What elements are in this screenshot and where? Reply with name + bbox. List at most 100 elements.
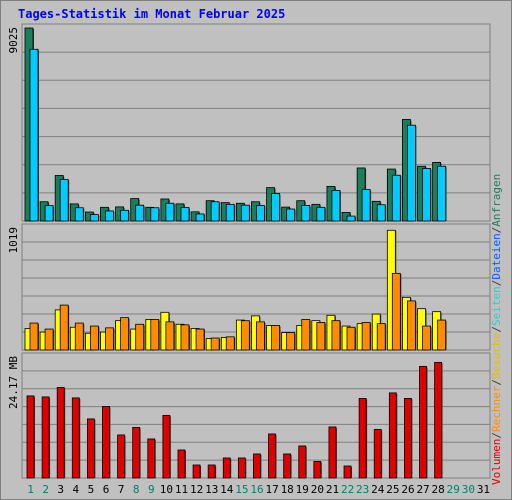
legend: Volumen/Rechner/Besuche/Seiten/Dateien/A…: [486, 140, 508, 485]
bar-volumen-day-24: [373, 429, 382, 479]
bar-rechner-day-7: [120, 317, 129, 351]
x-tick-label: 8: [133, 483, 140, 496]
bar-rechner-day-11: [180, 324, 190, 351]
x-tick-label: 24: [371, 483, 385, 496]
bar-volumen-day-1: [26, 395, 35, 479]
bar-dateien-day-12: [195, 213, 205, 222]
bar-rechner-day-19: [301, 319, 311, 351]
x-tick-label: 4: [73, 483, 80, 496]
x-tick-label: 29: [447, 483, 460, 496]
bar-volumen-day-21: [328, 426, 337, 479]
x-tick-label: 30: [462, 483, 475, 496]
legend-seiten: Seiten: [490, 286, 503, 327]
bar-rechner-day-18: [286, 332, 296, 351]
bar-rechner-day-27: [422, 325, 431, 351]
bar-rechner-day-22: [346, 326, 356, 351]
bar-volumen-day-9: [147, 438, 156, 479]
bar-dateien-day-6: [105, 210, 114, 222]
legend-separator: /: [490, 432, 503, 439]
x-tick-label: 18: [281, 483, 294, 496]
bar-dateien-day-15: [240, 204, 250, 222]
bar-dateien-day-23: [361, 189, 371, 222]
bar-rechner-day-28: [437, 319, 447, 351]
bar-dateien-day-7: [120, 209, 129, 222]
x-tick-label: 20: [311, 483, 324, 496]
bar-volumen-day-27: [419, 365, 427, 479]
x-tick-label: 2: [42, 483, 49, 496]
bar-volumen-day-25: [388, 392, 397, 479]
x-tick-label: 13: [205, 483, 218, 496]
bar-rechner-day-13: [210, 337, 220, 351]
bar-dateien-day-16: [256, 204, 265, 222]
bar-dateien-day-17: [271, 193, 280, 222]
x-tick-label: 10: [160, 483, 173, 496]
bar-dateien-day-24: [376, 204, 386, 222]
bar-volumen-day-8: [132, 427, 141, 479]
x-tick-label: 15: [235, 483, 248, 496]
bar-dateien-day-20: [316, 206, 326, 222]
legend-separator: /: [490, 326, 503, 333]
bar-rechner-day-21: [331, 320, 341, 351]
bar-rechner-day-2: [44, 328, 54, 351]
legend-volumen: Volumen: [490, 438, 503, 485]
x-tick-label: 3: [57, 483, 64, 496]
bar-volumen-day-3: [56, 386, 65, 479]
bar-dateien-day-9: [150, 207, 160, 222]
bar-dateien-day-8: [135, 204, 145, 222]
bar-rechner-day-6: [105, 327, 114, 351]
x-tick-label: 31: [477, 483, 490, 496]
x-tick-label: 5: [88, 483, 95, 496]
bar-volumen-day-19: [298, 445, 307, 479]
x-tick-label: 19: [296, 483, 309, 496]
bar-volumen-day-13: [207, 464, 216, 479]
bar-dateien-day-27: [422, 167, 431, 222]
x-tick-label: 9: [148, 483, 155, 496]
page-title: Tages-Statistik im Monat Februar 2025: [18, 7, 286, 21]
x-tick-label: 21: [326, 483, 339, 496]
bar-rechner-day-14: [225, 336, 235, 351]
x-tick-label: 7: [118, 483, 125, 496]
bar-dateien-day-25: [391, 174, 401, 222]
bar-rechner-day-26: [407, 300, 416, 351]
bar-dateien-day-11: [180, 207, 190, 222]
bar-volumen-day-7: [117, 434, 125, 479]
bar-dateien-day-13: [210, 201, 220, 222]
bar-dateien-day-18: [286, 208, 296, 222]
x-tick-label: 17: [265, 483, 278, 496]
x-tick-label: 23: [356, 483, 369, 496]
bar-rechner-day-17: [271, 325, 280, 351]
bar-dateien-day-28: [437, 165, 447, 222]
bar-volumen-day-23: [358, 398, 367, 479]
bar-rechner-day-16: [256, 321, 265, 351]
bar-volumen-day-16: [253, 453, 261, 479]
bar-volumen-day-26: [404, 398, 412, 479]
bar-rechner-day-10: [165, 321, 175, 351]
x-tick-label: 6: [103, 483, 110, 496]
axis-max-label: 9025: [7, 27, 20, 54]
bar-dateien-day-10: [165, 202, 175, 222]
bar-dateien-day-26: [407, 124, 416, 222]
bar-volumen-day-5: [86, 418, 95, 479]
legend-separator: /: [490, 279, 503, 287]
x-tick-label: 28: [432, 483, 445, 496]
bar-dateien-day-19: [301, 204, 311, 222]
bar-volumen-day-18: [283, 453, 292, 479]
bar-dateien-day-3: [59, 179, 69, 222]
bar-rechner-day-25: [391, 272, 401, 351]
bar-dateien-day-21: [331, 190, 341, 222]
legend-besuche: Besuche: [490, 332, 503, 380]
x-tick-label: 12: [190, 483, 203, 496]
bar-volumen-day-12: [192, 464, 201, 479]
bar-volumen-day-6: [102, 406, 110, 479]
bar-dateien-day-14: [225, 203, 235, 222]
bar-dateien-day-4: [74, 207, 84, 222]
axis-max-label: 1019: [7, 227, 20, 254]
bar-rechner-day-1: [29, 322, 39, 351]
bar-rechner-day-12: [195, 328, 205, 351]
x-tick-label: 11: [175, 483, 188, 496]
bar-volumen-day-2: [41, 396, 50, 479]
bar-dateien-day-1: [29, 48, 39, 222]
x-tick-label: 25: [386, 483, 399, 496]
bar-rechner-day-5: [89, 325, 99, 351]
